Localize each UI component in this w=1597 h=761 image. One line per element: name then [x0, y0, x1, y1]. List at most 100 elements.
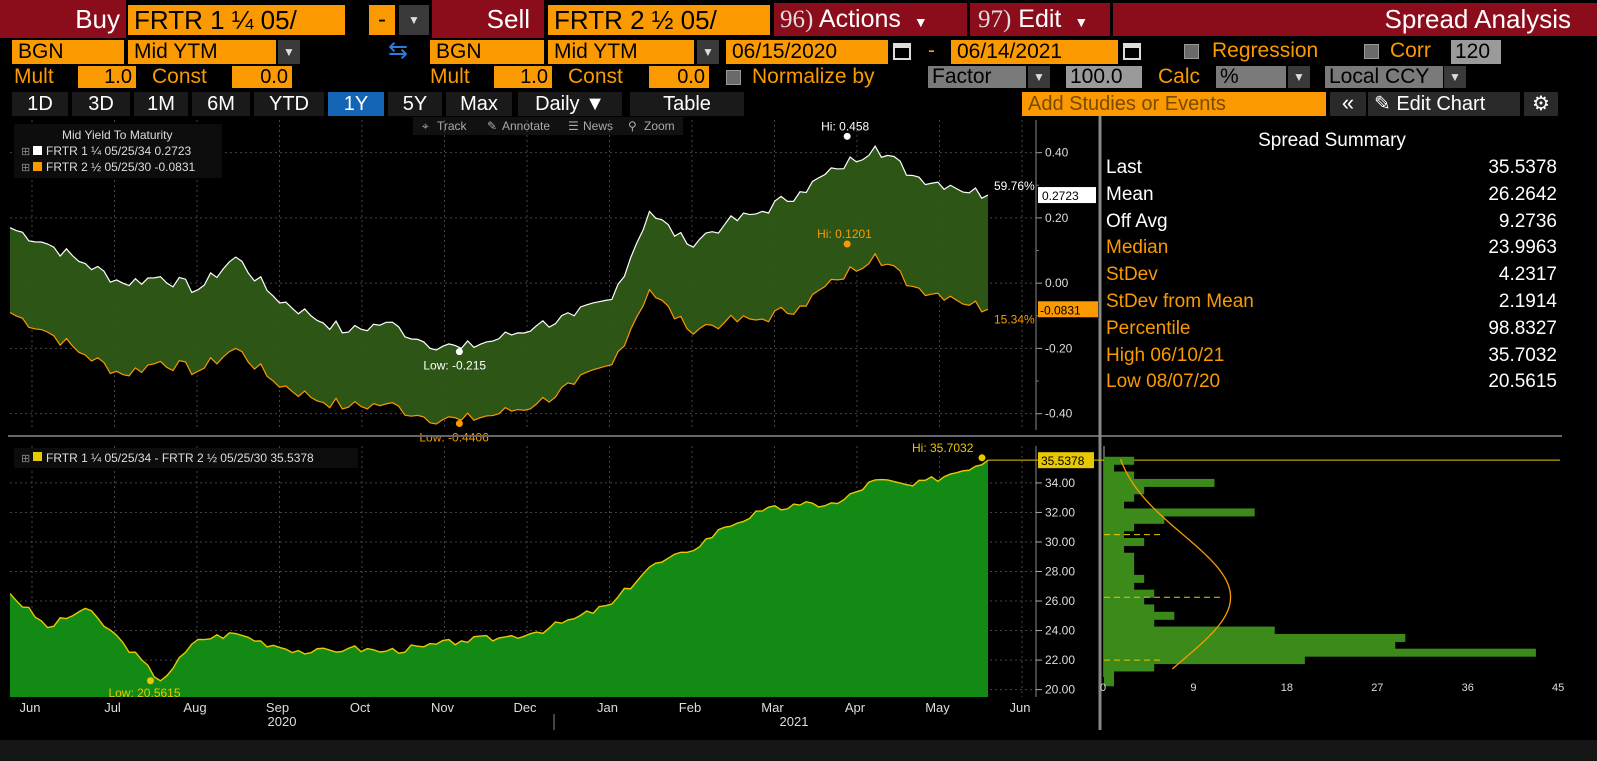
- hist-bar: [1104, 626, 1275, 635]
- calc-dropdown[interactable]: ▼: [1288, 66, 1310, 88]
- actions-menu[interactable]: 96) Actions ▼: [774, 3, 967, 36]
- tab-6m[interactable]: 6M: [192, 92, 250, 116]
- field1-dropdown[interactable]: ▼: [278, 40, 300, 64]
- news-tool[interactable]: News: [583, 119, 613, 133]
- calendar-icon[interactable]: [1122, 40, 1142, 62]
- hist-bar: [1104, 486, 1145, 495]
- source2-input[interactable]: BGN: [430, 40, 544, 64]
- month-label: Oct: [350, 700, 371, 715]
- summary-value: 20.5615: [1488, 371, 1557, 393]
- summary-label: StDev from Mean: [1106, 291, 1254, 312]
- buy-button[interactable]: Buy: [0, 0, 126, 38]
- mult2-input[interactable]: 1.0: [494, 66, 552, 88]
- factor-value-input[interactable]: 100.0: [1066, 66, 1142, 88]
- start-date-input[interactable]: 06/15/2020: [726, 40, 888, 64]
- collapse-icon: «: [1341, 90, 1355, 115]
- const1-input[interactable]: 0.0: [232, 66, 292, 88]
- swap-icon[interactable]: ⇆: [388, 37, 409, 64]
- y-tick-label: 22.00: [1045, 653, 1075, 667]
- tab-1y[interactable]: 1Y: [328, 92, 384, 116]
- mult1-input[interactable]: 1.0: [78, 66, 136, 88]
- track-tool[interactable]: Track: [437, 119, 468, 133]
- source1-input[interactable]: BGN: [12, 40, 124, 64]
- chevron-down-icon: ▼: [913, 14, 928, 30]
- expand-icon[interactable]: ⊞: [21, 162, 30, 174]
- y-tick-label: 0.20: [1045, 211, 1069, 225]
- table-button[interactable]: Table: [630, 92, 744, 116]
- factor-dropdown[interactable]: ▼: [1028, 66, 1050, 88]
- month-label: Jun: [1010, 700, 1031, 715]
- hist-tick-label: 27: [1371, 682, 1383, 694]
- y-tick-label: 34.00: [1045, 476, 1075, 490]
- buy-ticker-input[interactable]: FRTR 1 ¼ 05/: [128, 5, 345, 35]
- factor-select[interactable]: Factor: [928, 66, 1026, 88]
- y-tick-label: 28.00: [1045, 565, 1075, 579]
- summary-value: 26.2642: [1488, 183, 1557, 205]
- month-label: Aug: [183, 700, 206, 715]
- expand-icon[interactable]: ⊞: [21, 146, 30, 158]
- hist-bar: [1104, 678, 1115, 687]
- sell-label: Sell: [486, 4, 530, 34]
- const1-label: Const: [152, 65, 207, 88]
- tab-ytd[interactable]: YTD: [254, 92, 324, 116]
- settings-gear-icon[interactable]: ⚙: [1524, 92, 1558, 116]
- spread-charts: Track ⌖ Annotate ✎ News ☰ Zoom ⚲ Hi: 0.4…: [8, 116, 1564, 730]
- currency-select[interactable]: Local CCY: [1325, 66, 1443, 88]
- tab-1m[interactable]: 1M: [134, 92, 188, 116]
- hist-bar: [1104, 619, 1155, 628]
- hist-bar: [1104, 648, 1536, 657]
- x-axis: Jun Jul Aug Sep Oct Nov Dec Jan Feb Mar Apr May Jun 2…: [20, 700, 1031, 730]
- frequency-select[interactable]: Daily ▼: [518, 92, 622, 116]
- tab-max[interactable]: Max: [446, 92, 512, 116]
- hi2-label: Hi: 0.1201: [817, 227, 872, 241]
- sell-ticker-input[interactable]: FRTR 2 ½ 05/: [548, 5, 770, 35]
- const2-input[interactable]: 0.0: [649, 66, 709, 88]
- summary-label: Low 08/07/20: [1106, 371, 1221, 393]
- collapse-button[interactable]: «: [1330, 92, 1366, 116]
- field2-select[interactable]: Mid YTM: [548, 40, 694, 64]
- annotate-tool[interactable]: Annotate: [502, 119, 550, 133]
- field1-select[interactable]: Mid YTM: [128, 40, 276, 64]
- operator-dropdown[interactable]: ▼: [399, 5, 429, 35]
- edit-chart-button[interactable]: ✎ Edit Chart: [1368, 92, 1520, 116]
- tab-1d[interactable]: 1D: [12, 92, 68, 116]
- expand-icon[interactable]: ⊞: [21, 453, 30, 465]
- top-toolbar: Buy FRTR 1 ¼ 05/ - ▼ Sell FRTR 2 ½ 05/ 9…: [0, 0, 1597, 38]
- corr-window-input[interactable]: 120: [1451, 40, 1501, 64]
- hist-tick-label: 18: [1281, 682, 1293, 694]
- pencil-icon: ✎: [1374, 93, 1391, 115]
- hist-bar: [1104, 508, 1255, 517]
- currency-dropdown[interactable]: ▼: [1444, 66, 1466, 88]
- top-legend-series1: FRTR 1 ¼ 05/25/34 0.2723: [46, 144, 192, 158]
- corr-checkbox[interactable]: [1364, 44, 1379, 59]
- normalize-label: Normalize by: [752, 65, 875, 88]
- regression-checkbox[interactable]: [1184, 44, 1199, 59]
- spread-area: [10, 460, 988, 697]
- series2-swatch: [33, 162, 42, 171]
- calendar-icon[interactable]: [892, 40, 912, 62]
- tab-3d[interactable]: 3D: [72, 92, 130, 116]
- zoom-tool[interactable]: Zoom: [644, 119, 675, 133]
- summary-label: High 06/10/21: [1106, 344, 1225, 366]
- end-date-input[interactable]: 06/14/2021: [951, 40, 1118, 64]
- tab-5y[interactable]: 5Y: [388, 92, 442, 116]
- top-legend-box: [14, 124, 222, 178]
- year-label: 2021: [780, 714, 809, 729]
- minus-operator[interactable]: -: [369, 5, 395, 35]
- last-value: 35.5378: [1041, 454, 1085, 468]
- mult2-label: Mult: [430, 65, 470, 88]
- top-legend-series2: FRTR 2 ½ 05/25/30 -0.0831: [46, 160, 196, 174]
- field2-dropdown[interactable]: ▼: [697, 40, 719, 64]
- mult1-label: Mult: [14, 65, 54, 88]
- buy-label: Buy: [75, 4, 120, 34]
- sell-button[interactable]: Sell: [432, 0, 544, 38]
- add-studies-input[interactable]: Add Studies or Events: [1022, 92, 1326, 116]
- calc-select[interactable]: %: [1216, 66, 1286, 88]
- bottom-legend-label: FRTR 1 ¼ 05/25/34 - FRTR 2 ½ 05/25/30 35…: [46, 451, 314, 465]
- edit-menu[interactable]: 97) Edit ▼: [970, 3, 1110, 36]
- top-legend-title: Mid Yield To Maturity: [62, 128, 173, 142]
- edit-label: Edit: [1018, 5, 1062, 33]
- hist-bar: [1104, 493, 1135, 502]
- normalize-checkbox[interactable]: [726, 70, 741, 85]
- hist-tick-label: 45: [1552, 682, 1564, 694]
